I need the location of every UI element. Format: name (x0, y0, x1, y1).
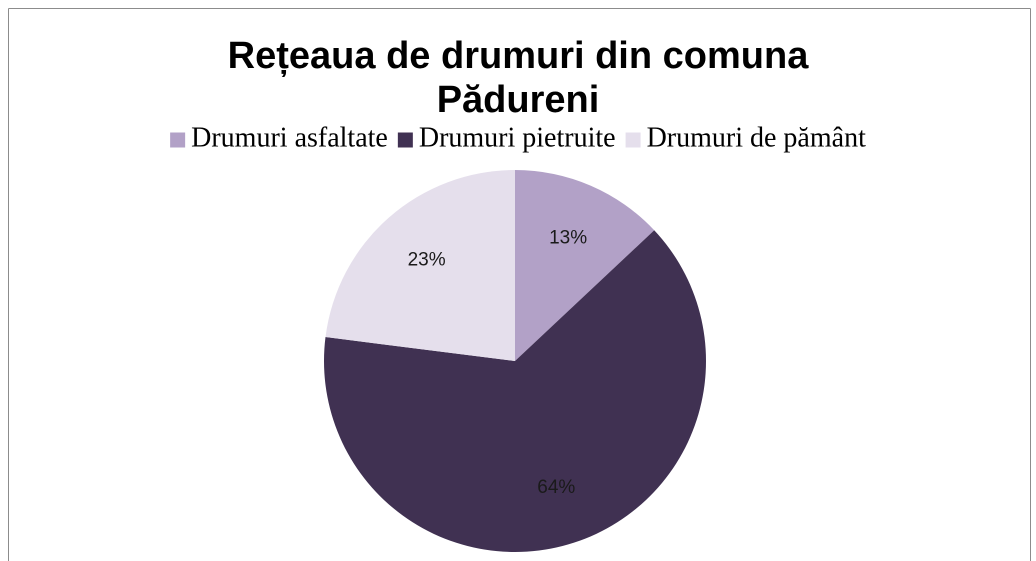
data-label: 23% (408, 250, 446, 271)
data-label: 13% (549, 227, 587, 248)
pie-slice (515, 170, 655, 361)
chart-title: Rețeaua de drumuri din comuna Pădureni (227, 35, 809, 121)
legend-label: Drumuri de pământ (647, 122, 866, 153)
data-label: 64% (537, 477, 575, 498)
legend-label: Drumuri asfaltate (191, 122, 388, 153)
legend-marker (625, 132, 641, 148)
pie-slice (325, 170, 515, 361)
legend-label: Drumuri pietruite (419, 122, 616, 153)
pie-slice (323, 230, 706, 552)
legend-marker (170, 132, 186, 148)
pie: 13% 64% 23% (323, 170, 706, 552)
legend: Drumuri asfaltate Drumuri pietruite Drumur… (170, 122, 866, 153)
legend-marker (397, 132, 413, 148)
